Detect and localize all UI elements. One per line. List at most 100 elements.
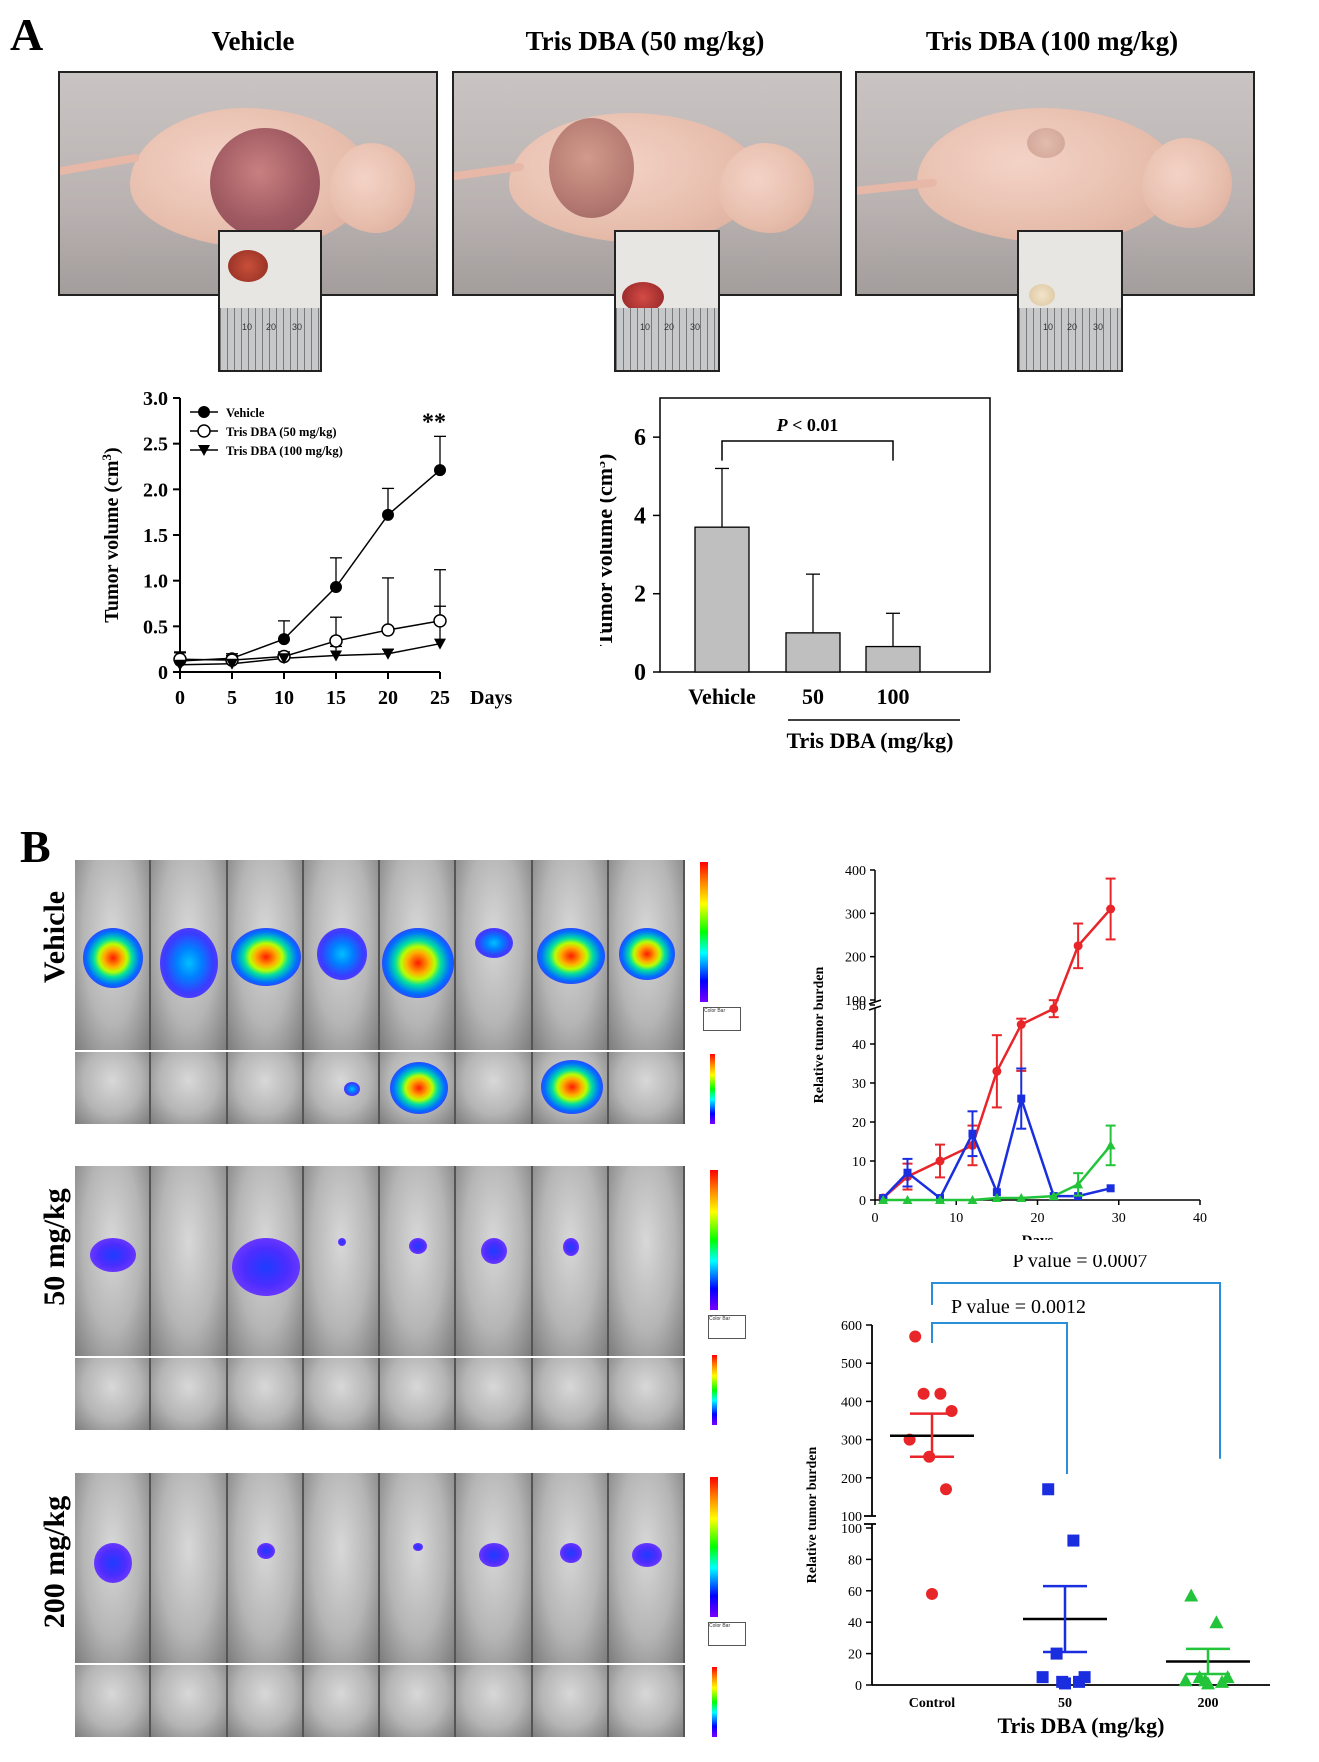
- y-axis-label: Relative tumor burden: [812, 966, 827, 1103]
- mouse-image: [151, 1052, 228, 1124]
- ruler-tick: 10: [242, 322, 253, 332]
- bioluminescence-signal: [631, 1543, 662, 1567]
- x-tick-label: 30: [1112, 1211, 1126, 1226]
- significance-annotation: **: [422, 409, 446, 435]
- y-tick-label: 0: [855, 1679, 862, 1694]
- y-tick-label: 100: [845, 994, 866, 1009]
- color-bar-lung-vehicle: [710, 1054, 715, 1124]
- data-point: [992, 1066, 1002, 1076]
- mouse-image: [456, 1665, 533, 1737]
- data-point: [1048, 1191, 1059, 1201]
- data-point: [278, 653, 290, 665]
- bioluminescence-signal: [230, 928, 301, 986]
- y-tick-label: 1.5: [143, 525, 168, 547]
- bioluminescence-signal: [536, 928, 605, 984]
- mouse-image: [151, 1665, 228, 1737]
- x-axis-label: Days: [470, 687, 512, 709]
- photo-title-100: Tris DBA (100 mg/kg): [925, 26, 1179, 56]
- x-tick-label: 0: [872, 1211, 879, 1226]
- y-tick-label: 80: [848, 1553, 862, 1568]
- data-point: [1050, 1647, 1063, 1660]
- x-tick-label: Control: [909, 1696, 956, 1711]
- data-point: [935, 1156, 945, 1166]
- y-tick-label: 4: [634, 503, 646, 529]
- mouse-image: [456, 1473, 533, 1663]
- mouse-image: [380, 1358, 457, 1430]
- x-axis-label: Days: [1022, 1233, 1054, 1240]
- x-tick-label: 50: [1058, 1696, 1072, 1711]
- bar-Vehicle: [694, 526, 750, 673]
- y-axis-label: Relative tumor burden: [805, 1446, 820, 1583]
- bioluminescence-signal: [479, 1543, 510, 1567]
- y-tick-label: 500: [841, 1357, 862, 1372]
- data-point: [1105, 1140, 1116, 1150]
- mouse-image: [303, 1358, 380, 1430]
- x-tick-label: 10: [949, 1211, 963, 1226]
- data-point: [1017, 1094, 1026, 1103]
- x-axis-label: Tris DBA (mg/kg): [997, 1713, 1164, 1738]
- x-tick-label: 0: [175, 687, 185, 709]
- bioluminescence-signal: [90, 1238, 137, 1272]
- data-point: [1016, 1193, 1027, 1203]
- data-point: [968, 1129, 977, 1138]
- y-tick-label: 50: [852, 999, 866, 1014]
- p-value-annotation: P < 0.01: [776, 415, 839, 435]
- tumor-inset-100: 10 20 30: [1017, 230, 1123, 372]
- bioluminescence-signal: [475, 928, 514, 958]
- data-point: [878, 1195, 889, 1204]
- data-point: [226, 658, 238, 670]
- y-tick-label: 2.5: [143, 434, 168, 456]
- data-point: [329, 634, 343, 648]
- ivis-lungs-200: [75, 1665, 685, 1737]
- y-tick-label: 200: [841, 1472, 862, 1487]
- x-tick-label: 20: [378, 687, 398, 709]
- series-line-0: [179, 469, 441, 662]
- x-axis-label: Tris DBA (mg/kg): [786, 728, 953, 753]
- tumor-volume-line-chart: 0 0.5 1.0 1.5 2.0 2.5 3.0 0 5 10 15 20 25 Days Tumor v…: [99, 390, 513, 709]
- data-point: [940, 1483, 952, 1496]
- color-bar-legend-200: Color Bar: [708, 1622, 746, 1646]
- data-point: [967, 1195, 978, 1204]
- y-tick-label: 2.0: [143, 479, 168, 501]
- p-bracket-50: [931, 1322, 1068, 1474]
- color-bar-lung-50: [712, 1355, 717, 1425]
- mouse-image: [75, 1052, 152, 1124]
- data-point: [1178, 1673, 1193, 1687]
- mouse-photo-50: [452, 71, 842, 296]
- data-point: [198, 406, 210, 418]
- data-point: [434, 464, 446, 477]
- bioluminescence-signal: [337, 1238, 346, 1246]
- data-point: [934, 1387, 947, 1400]
- data-point: [991, 1193, 1002, 1203]
- data-point: [330, 581, 342, 594]
- ruler-tick: 20: [266, 322, 277, 332]
- data-point: [1073, 1179, 1084, 1189]
- mouse-image: [380, 1166, 457, 1356]
- panel-letter-b: B: [20, 821, 51, 872]
- x-tick-label: 100: [877, 684, 910, 709]
- data-point: [330, 650, 342, 662]
- y-tick-label: 600: [841, 1319, 862, 1334]
- y-tick-label: 200: [845, 951, 866, 966]
- axis-break: [868, 1005, 882, 1011]
- x-tick-label: 20: [1031, 1211, 1045, 1226]
- mouse-image: [303, 1473, 380, 1663]
- mouse-photo-vehicle: [58, 71, 438, 296]
- y-tick-label: 400: [845, 864, 866, 879]
- ivis-lungs-50: [75, 1358, 685, 1430]
- bioluminescence-signal: [83, 928, 144, 988]
- y-axis-label: Tumor volume (cm3): [600, 454, 617, 647]
- mouse-image: [532, 1665, 609, 1737]
- mouse-image: [380, 1665, 457, 1737]
- bar-100: [865, 645, 921, 673]
- data-point: [1201, 1676, 1215, 1690]
- series-line-1: [179, 620, 441, 661]
- data-point: [917, 1387, 930, 1400]
- bioluminescence-signal: [343, 1082, 360, 1096]
- color-bar-200: [710, 1477, 718, 1617]
- data-point: [434, 638, 446, 650]
- y-tick-label: 300: [845, 907, 866, 922]
- mouse-image: [227, 1052, 304, 1124]
- color-bar-vehicle: [700, 862, 708, 1002]
- legend-label: Vehicle: [226, 406, 265, 420]
